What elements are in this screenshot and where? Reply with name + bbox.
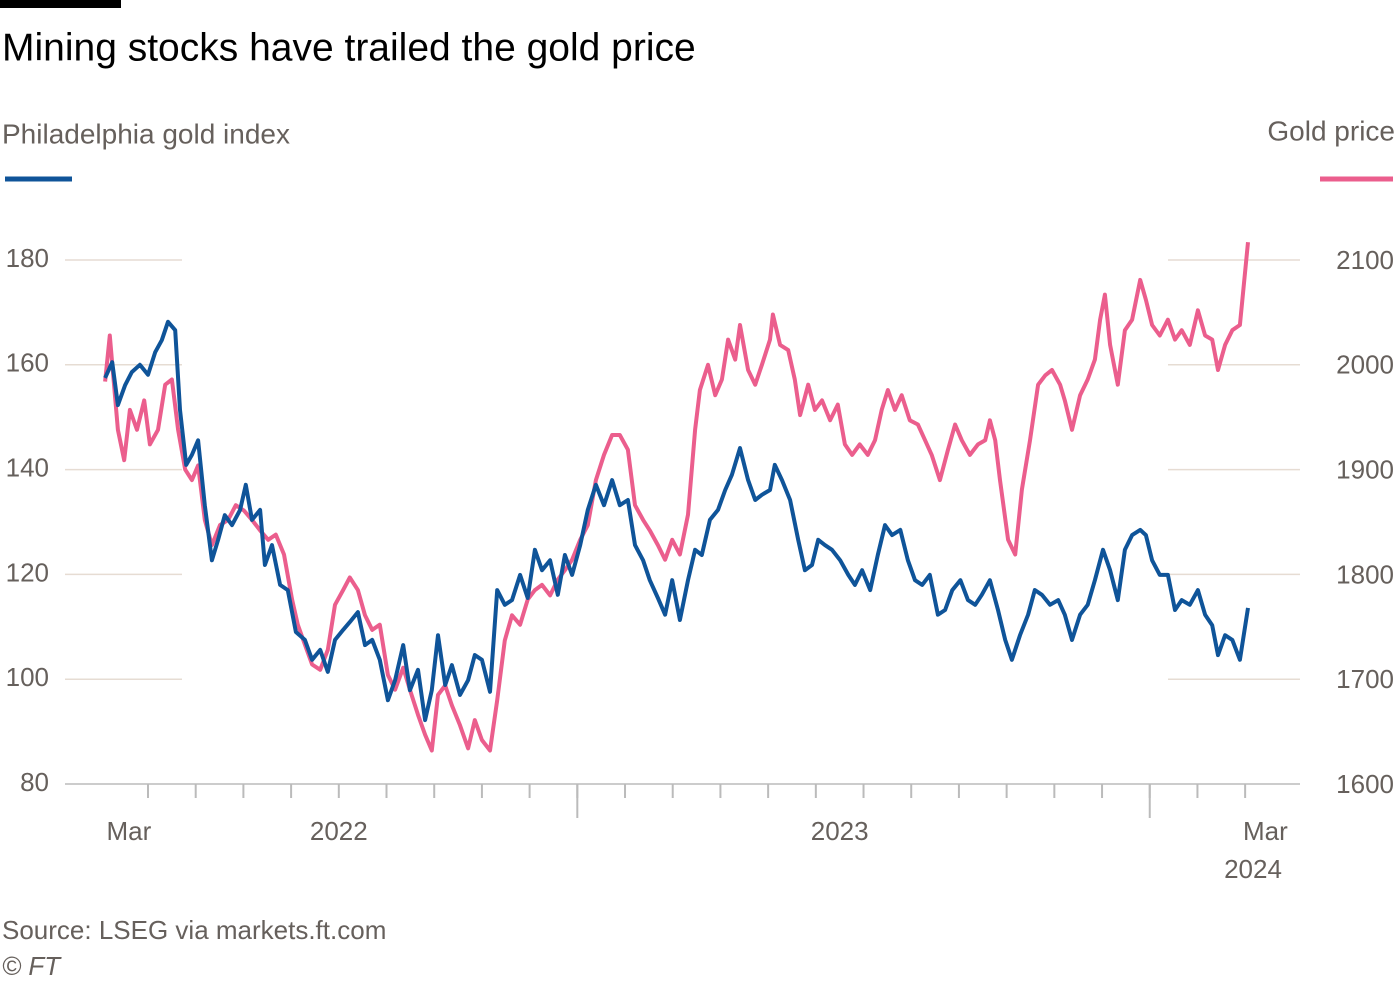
series-line	[103, 319, 1250, 723]
y2-tick-label: 1800	[1336, 559, 1394, 589]
source: Source: LSEG via markets.ft.com	[2, 915, 386, 945]
x-tick-label: Mar 2024	[1224, 816, 1295, 884]
y-tick-label: 100	[6, 662, 49, 692]
series-line	[103, 242, 1250, 753]
y-tick-label: 80	[20, 767, 49, 797]
y2-tick-label: 2100	[1336, 245, 1394, 275]
y-tick-label: 180	[6, 243, 49, 273]
y2-tick-label: 2000	[1336, 350, 1394, 380]
copyright: © FT	[2, 951, 62, 981]
x-tick-label: 2022	[310, 816, 368, 846]
y-tick-label: 120	[6, 557, 49, 587]
right-axis-series-label: Gold price	[1267, 115, 1395, 146]
y-tick-label: 160	[6, 348, 49, 378]
x-tick-label: 2023	[811, 816, 869, 846]
y2-tick-label: 1600	[1336, 769, 1394, 799]
chart-title: Mining stocks have trailed the gold pric…	[2, 26, 696, 69]
title-bar	[0, 0, 121, 8]
y2-tick-label: 1700	[1336, 664, 1394, 694]
y-tick-label: 140	[6, 452, 49, 482]
y2-tick-label: 1900	[1336, 454, 1394, 484]
left-axis-series-label: Philadelphia gold index	[2, 118, 290, 149]
x-tick-label: Mar	[107, 816, 152, 846]
